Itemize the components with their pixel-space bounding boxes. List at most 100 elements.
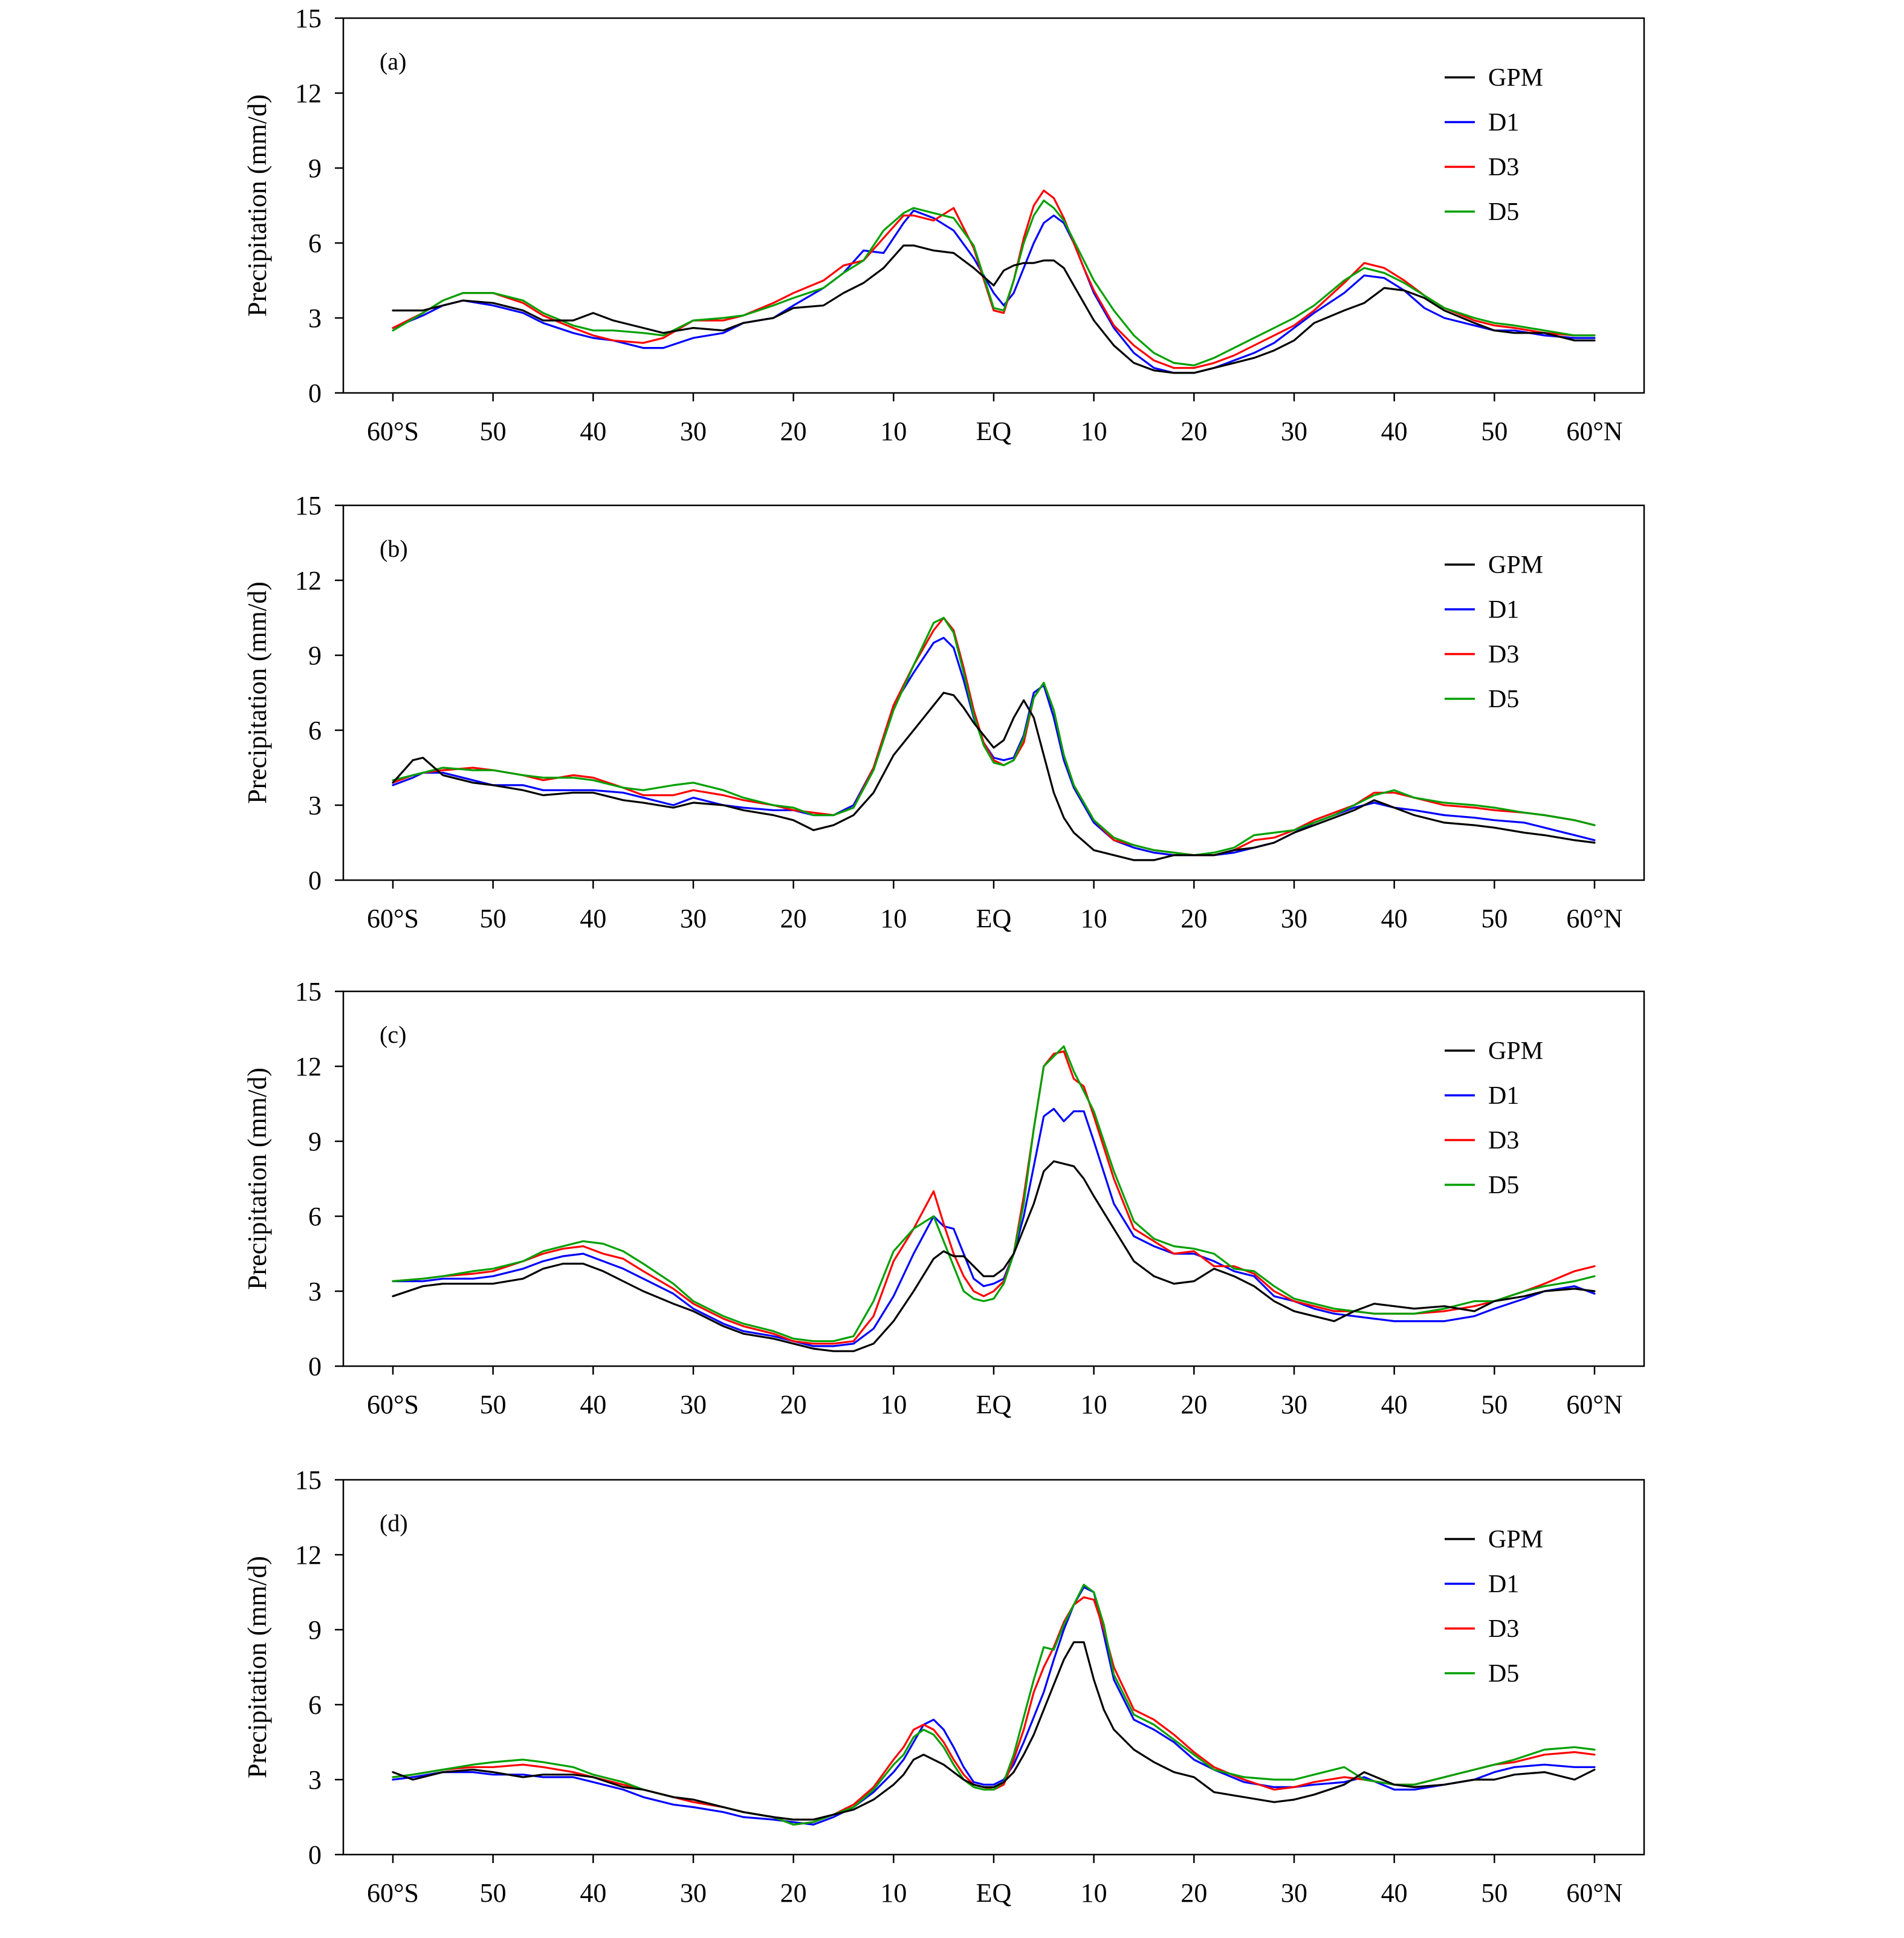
y-tick-label: 6: [308, 716, 322, 745]
x-tick-label: 10: [1081, 904, 1107, 933]
y-tick-label: 3: [308, 303, 322, 333]
y-tick-label: 0: [308, 1352, 322, 1381]
legend-label-d1: D1: [1488, 1570, 1519, 1598]
panel-label: (c): [380, 1021, 406, 1048]
x-tick-label: 10: [880, 904, 907, 933]
x-tick-label: 60°S: [367, 416, 419, 446]
x-tick-label: 40: [580, 904, 606, 933]
legend-label-d5: D5: [1488, 1660, 1519, 1688]
y-tick-label: 0: [308, 378, 322, 408]
series-line-d1: [392, 209, 1596, 374]
x-tick-label: 20: [780, 1390, 807, 1419]
y-axis-label: Precipitation (mm/d): [242, 1068, 272, 1290]
y-tick-label: 6: [308, 1690, 322, 1720]
legend-label-d3: D3: [1488, 1615, 1519, 1643]
x-tick-label: 30: [680, 1390, 707, 1419]
x-tick-label: 50: [480, 904, 507, 933]
series-line-gpm: [392, 692, 1596, 861]
series-line-gpm: [392, 1160, 1596, 1352]
x-tick-label: 10: [880, 1878, 907, 1908]
x-tick-label: 10: [880, 416, 907, 446]
legend-label-gpm: GPM: [1488, 1526, 1543, 1554]
x-tick-label: 60°S: [367, 1878, 419, 1908]
x-tick-label: 60°S: [367, 904, 419, 933]
x-tick-label: 30: [680, 1878, 707, 1908]
series-line-d5: [392, 1045, 1596, 1343]
x-tick-label: 40: [1381, 416, 1408, 446]
panel-label: (b): [380, 535, 408, 562]
x-tick-label: 40: [580, 1878, 606, 1908]
x-tick-label: 20: [1180, 904, 1207, 933]
panel-label: (a): [380, 48, 406, 75]
x-tick-label: 60°N: [1566, 1878, 1622, 1908]
y-tick-label: 15: [295, 977, 322, 1006]
x-tick-label: 60°N: [1566, 904, 1622, 933]
x-tick-label: 30: [1281, 1878, 1307, 1908]
y-tick-label: 12: [295, 1052, 322, 1081]
x-tick-label: EQ: [976, 416, 1012, 446]
x-tick-label: 60°N: [1566, 1390, 1622, 1419]
legend-label-d5: D5: [1488, 1172, 1519, 1199]
y-tick-label: 6: [308, 228, 322, 258]
x-tick-label: 20: [1180, 416, 1207, 446]
x-tick-label: 40: [580, 416, 606, 446]
x-tick-label: 30: [680, 904, 707, 933]
y-axis-label: Precipitation (mm/d): [242, 1556, 272, 1778]
series-line-gpm: [392, 1641, 1596, 1821]
y-tick-label: 0: [308, 866, 322, 895]
y-tick-label: 6: [308, 1202, 322, 1231]
legend-label-gpm: GPM: [1488, 1037, 1543, 1065]
y-tick-label: 3: [308, 1765, 322, 1795]
y-axis-label: Precipitation (mm/d): [242, 94, 272, 317]
x-tick-label: 50: [1481, 1390, 1507, 1419]
series-line-d1: [392, 637, 1596, 857]
x-tick-label: 60°S: [367, 1390, 419, 1419]
x-tick-label: EQ: [976, 904, 1012, 933]
y-tick-label: 9: [308, 154, 322, 183]
panel-b: 0 3 6 9 12 15 Precipitation (mm/d) 60°S 50 40 30 20…: [242, 491, 1645, 933]
x-tick-label: 30: [1281, 416, 1307, 446]
x-tick-label: 40: [1381, 904, 1408, 933]
y-tick-label: 12: [295, 79, 322, 108]
y-tick-label: 3: [308, 1277, 322, 1306]
x-tick-label: 30: [1281, 904, 1307, 933]
x-tick-label: 50: [1481, 1878, 1507, 1908]
y-tick-label: 9: [308, 1127, 322, 1156]
x-tick-label: 50: [1481, 904, 1507, 933]
legend-label-gpm: GPM: [1488, 551, 1543, 579]
panel-a: 0 3 6 9 12 15 Precipitation (mm/d) 60°S 50 40 30 20…: [242, 4, 1645, 446]
y-axis-label: Precipitation (mm/d): [242, 582, 272, 804]
legend-label-d3: D3: [1488, 641, 1519, 669]
legend-label-d1: D1: [1488, 596, 1519, 624]
legend-label-d5: D5: [1488, 685, 1519, 713]
x-tick-label: 10: [1081, 416, 1107, 446]
x-tick-label: 20: [780, 1878, 807, 1908]
legend-label-d5: D5: [1488, 198, 1519, 226]
x-tick-label: 20: [780, 904, 807, 933]
x-tick-label: 50: [1481, 416, 1507, 446]
x-tick-label: 40: [1381, 1878, 1408, 1908]
panel-d: 0 3 6 9 12 15 Precipitation (mm/d) 60°S 50 40 30 20…: [242, 1465, 1645, 1908]
y-tick-label: 15: [295, 1465, 322, 1495]
legend-label-gpm: GPM: [1488, 64, 1543, 92]
x-tick-label: 50: [480, 1878, 507, 1908]
y-tick-label: 15: [295, 491, 322, 520]
y-tick-label: 12: [295, 566, 322, 595]
series-line-gpm: [392, 244, 1596, 374]
x-tick-label: 30: [1281, 1390, 1307, 1419]
legend-label-d3: D3: [1488, 154, 1519, 181]
series-line-d3: [392, 189, 1596, 369]
x-tick-label: 60°N: [1566, 416, 1622, 446]
y-tick-label: 9: [308, 641, 322, 670]
x-tick-label: 30: [680, 416, 707, 446]
x-tick-label: 10: [1081, 1390, 1107, 1419]
series-line-d5: [392, 617, 1596, 857]
x-tick-label: 40: [580, 1390, 606, 1419]
y-tick-label: 12: [295, 1540, 322, 1570]
y-tick-label: 3: [308, 791, 322, 820]
x-tick-label: 20: [1180, 1878, 1207, 1908]
x-tick-label: 10: [1081, 1878, 1107, 1908]
panel-label: (d): [380, 1509, 408, 1537]
legend-label-d1: D1: [1488, 1082, 1519, 1110]
